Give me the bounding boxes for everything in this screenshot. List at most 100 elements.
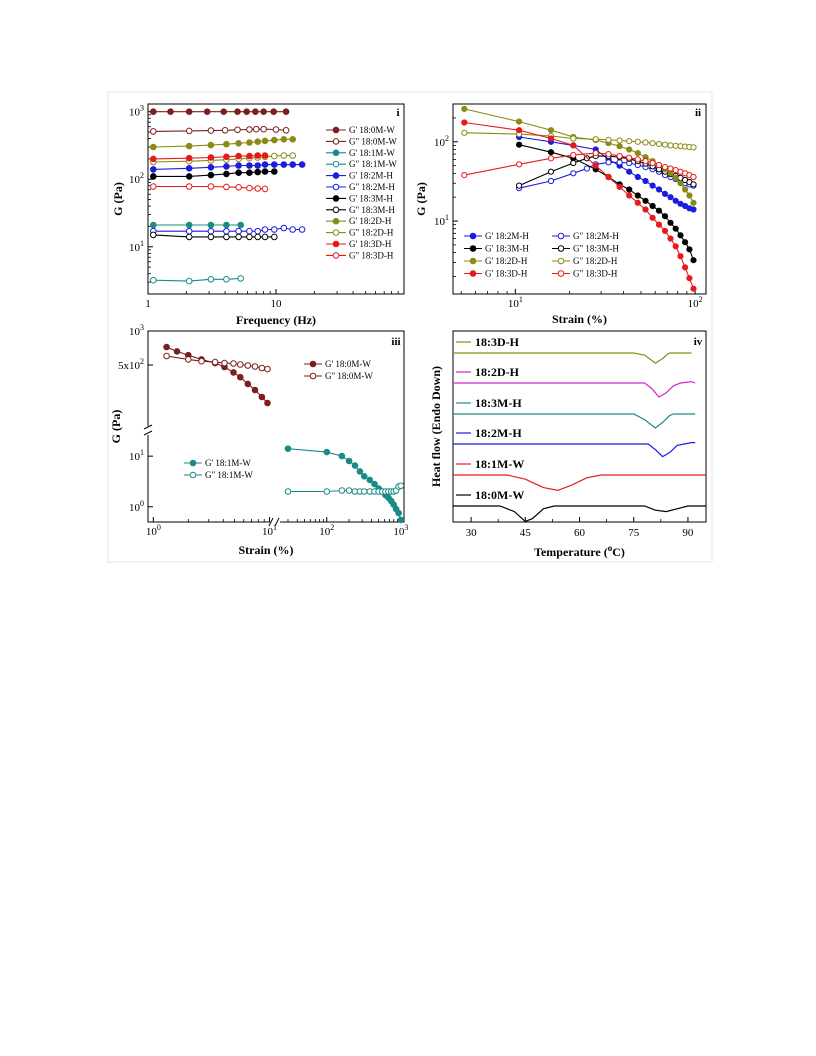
x-tick-label-base: 10	[393, 526, 405, 538]
legend-marker	[332, 138, 340, 145]
data-point	[280, 152, 288, 159]
data-point	[230, 369, 237, 376]
data-point	[516, 118, 523, 125]
data-point	[642, 206, 649, 213]
data-point	[235, 162, 242, 169]
data-point	[163, 343, 170, 351]
data-point	[235, 184, 242, 191]
data-point	[345, 457, 353, 465]
trace-label: 18:0M-W	[475, 488, 524, 502]
data-point	[570, 159, 577, 167]
data-point	[661, 213, 669, 220]
data-point	[280, 224, 288, 232]
series-gprime-18-3d-h	[461, 119, 697, 292]
data-point	[661, 227, 669, 234]
data-point	[235, 169, 242, 176]
data-point	[237, 275, 244, 282]
y-break-mark	[143, 430, 153, 436]
data-point	[251, 363, 259, 370]
x-tick-label-exponent: 2	[699, 295, 703, 304]
data-point	[661, 164, 669, 171]
data-point	[284, 445, 292, 453]
data-point	[211, 358, 219, 366]
data-point	[150, 143, 157, 151]
legend-marker	[557, 232, 565, 240]
data-point	[223, 276, 230, 283]
data-point	[516, 141, 523, 148]
data-point	[185, 173, 193, 180]
data-point	[261, 185, 269, 193]
plot-frame	[452, 103, 707, 295]
x-tick-label: 102	[688, 295, 703, 310]
legend-label: G' 18:3D-H	[485, 269, 528, 279]
y-axis-title: G (Pa)	[109, 410, 123, 444]
series-gdblprime-18-0m-w	[163, 352, 271, 373]
data-point	[185, 183, 193, 190]
data-point	[690, 144, 697, 151]
data-point	[516, 182, 523, 189]
data-point	[271, 168, 278, 175]
data-point	[260, 108, 267, 115]
data-point	[626, 138, 633, 145]
data-point	[254, 152, 262, 159]
x-tick-label: 102	[319, 523, 334, 538]
data-point	[185, 142, 193, 150]
legend-marker	[469, 245, 477, 252]
data-point	[690, 285, 697, 292]
legend: G' 18:2M-H G" 18:2M-H G' 18:3M-H G" 18:3M-H…	[464, 231, 619, 279]
data-point	[338, 452, 346, 460]
data-point	[616, 159, 623, 166]
legend-entry: G' 18:1M-W	[184, 458, 251, 468]
data-point	[207, 154, 215, 161]
trace-line	[453, 352, 692, 364]
data-point	[461, 119, 468, 126]
legend-label: G' 18:0M-W	[325, 359, 371, 369]
series-gdblprime-18-0m-w	[150, 125, 290, 135]
data-point	[289, 136, 297, 143]
legend-marker	[332, 195, 340, 202]
data-point	[289, 161, 297, 168]
data-point	[223, 233, 230, 241]
data-point	[280, 136, 288, 143]
y-axis-title: G (Pa)	[414, 182, 428, 216]
data-point	[246, 227, 253, 235]
data-point	[583, 165, 591, 172]
data-point	[690, 257, 697, 264]
data-point	[371, 480, 378, 488]
data-point	[207, 233, 215, 241]
data-point	[264, 365, 271, 373]
data-point	[185, 233, 193, 241]
data-point	[690, 206, 697, 213]
data-point	[616, 153, 623, 160]
data-point	[461, 172, 468, 179]
legend-entry: G' 18:0M-W	[304, 359, 371, 369]
data-point	[667, 235, 674, 242]
data-point	[223, 227, 230, 235]
data-point	[284, 488, 292, 495]
trace-label: 18:2D-H	[475, 365, 520, 379]
data-point	[234, 126, 241, 134]
data-point	[634, 199, 641, 206]
x-tick-label-exponent: 1	[519, 295, 523, 304]
data-point	[547, 155, 555, 162]
data-point	[682, 239, 689, 246]
data-point	[207, 141, 215, 149]
y-tick-label-base: 10	[129, 326, 141, 338]
data-point	[221, 359, 228, 367]
data-point	[246, 126, 253, 133]
series-gdblprime-18-3d-h	[461, 150, 697, 181]
y-tick-label-base: 10	[129, 174, 141, 186]
legend-marker	[332, 126, 340, 134]
y-tick-label-exponent: 2	[140, 357, 144, 366]
legend-label: G" 18:1M-W	[205, 470, 253, 480]
data-point	[243, 108, 250, 115]
panel-label: ii	[695, 107, 701, 119]
data-point	[207, 227, 215, 235]
legend-entry: G" 18:3D-H	[552, 269, 618, 279]
data-point	[230, 360, 237, 367]
y-tick-label: 103	[129, 104, 144, 119]
y-tick-label: 101	[434, 213, 449, 228]
legend-entry: G" 18:0M-W	[326, 136, 397, 146]
data-point	[150, 166, 157, 173]
